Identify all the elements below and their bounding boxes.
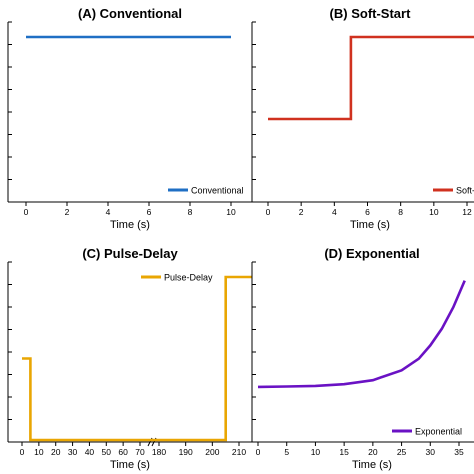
panel-d-x-tick-label: 25 (397, 447, 407, 457)
panel-c-x-tick-label: 40 (85, 447, 95, 457)
panel-c-x-tick-label: 0 (20, 447, 25, 457)
panel-c-x-tick-label: 20 (51, 447, 61, 457)
panel-d-x-tick-label: 20 (368, 447, 378, 457)
panel-c-x-tick-label: 190 (179, 447, 193, 457)
panel-a-legend-label: Conventional (191, 186, 244, 196)
panel-d-title: (D) Exponential (324, 246, 419, 261)
panel-d-xlabel: Time (s) (352, 459, 392, 471)
panel-c-x-tick-label: 70 (135, 447, 145, 457)
panel-b-x-tick-label: 6 (365, 207, 370, 217)
panel-c-series-line (22, 275, 253, 442)
panel-b-x-tick-label: 10 (429, 207, 439, 217)
panel-b-x-tick-label: 4 (332, 207, 337, 217)
panel-c-legend-label: Pulse-Delay (164, 273, 213, 283)
panel-c-title: (C) Pulse-Delay (82, 246, 178, 261)
panel-c-x-tick-label: 60 (118, 447, 128, 457)
panel-c-xlabel: Time (s) (110, 459, 150, 471)
panel-c-x-tick-label: 10 (34, 447, 44, 457)
panel-b-xlabel: Time (s) (350, 219, 390, 231)
panel-d-x-tick-label: 0 (256, 447, 261, 457)
panel-b-x-tick-label: 0 (266, 207, 271, 217)
panel-c-x-tick-label: 210 (232, 447, 246, 457)
panel-a-title: (A) Conventional (78, 6, 182, 21)
panel-b-x-tick-label: 8 (398, 207, 403, 217)
panel-b-legend-label: Soft-Start (456, 186, 474, 196)
panel-a-x-tick-label: 0 (24, 207, 29, 217)
panel-a-x-tick-label: 4 (106, 207, 111, 217)
panel-a-x-tick-label: 6 (147, 207, 152, 217)
panel-d-x-tick-label: 5 (284, 447, 289, 457)
panel-a-x-tick-label: 8 (188, 207, 193, 217)
panel-d-x-tick-label: 15 (339, 447, 349, 457)
panel-d-x-tick-label: 10 (311, 447, 321, 457)
panel-b-title: (B) Soft-Start (330, 6, 412, 21)
panel-a-x-tick-label: 2 (65, 207, 70, 217)
panel-c-x-tick-label: 180 (152, 447, 166, 457)
panel-c-x-tick-label: 50 (102, 447, 112, 457)
panel-d-x-tick-label: 30 (426, 447, 436, 457)
panel-d-x-tick-label: 35 (454, 447, 464, 457)
panel-a-xlabel: Time (s) (110, 219, 150, 231)
panel-b-x-tick-label: 2 (299, 207, 304, 217)
panel-d-legend-label: Exponential (415, 427, 462, 437)
panel-b-series-line (268, 35, 474, 121)
panel-a-x-tick-label: 10 (226, 207, 236, 217)
panel-c-x-tick-label: 200 (205, 447, 219, 457)
panel-b-x-tick-label: 12 (462, 207, 472, 217)
panel-d-series-line (257, 280, 466, 389)
panel-c-x-tick-label: 30 (68, 447, 78, 457)
